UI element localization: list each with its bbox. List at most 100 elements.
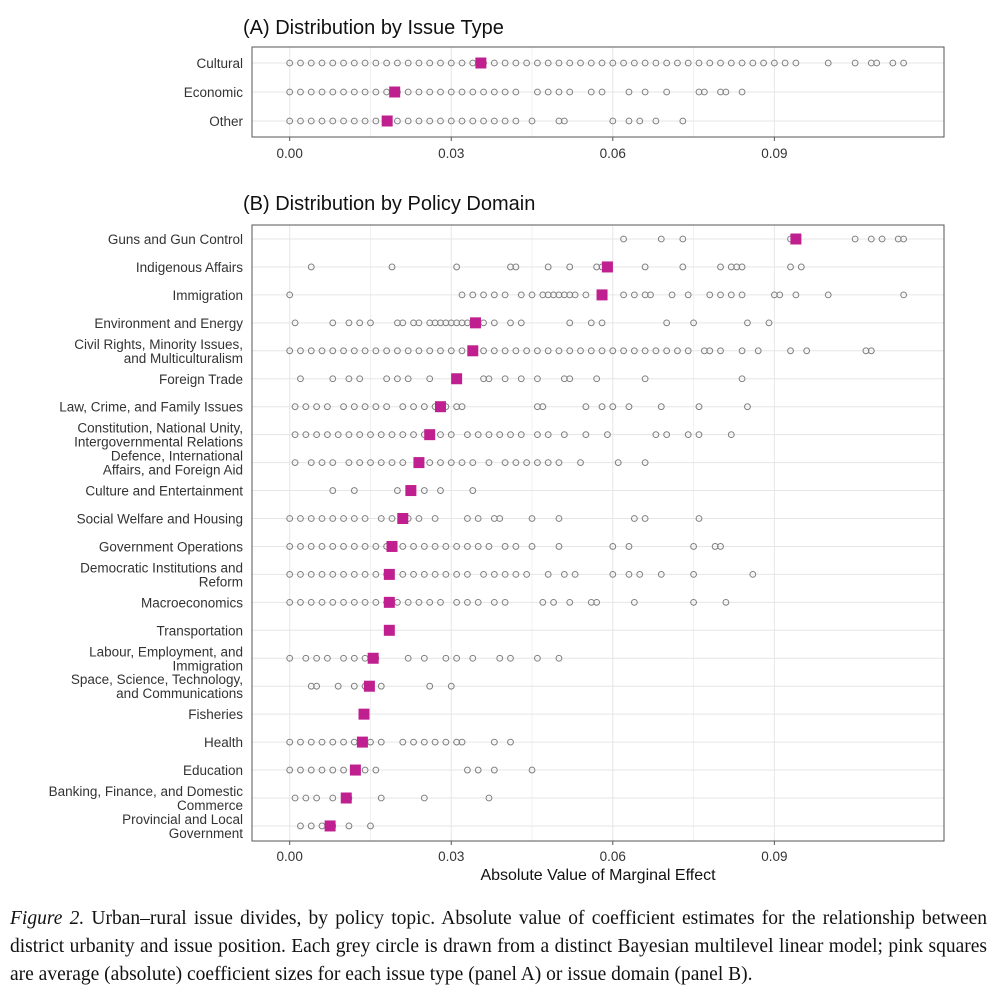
data-point (426, 459, 434, 467)
data-point (544, 431, 552, 439)
data-point (372, 543, 380, 550)
data-point (566, 375, 574, 383)
data-point (512, 571, 520, 578)
data-point (544, 347, 552, 355)
data-point (544, 459, 552, 467)
data-point (501, 88, 509, 96)
mean-marker (596, 289, 608, 301)
data-point (560, 571, 568, 578)
data-point (447, 682, 455, 690)
data-point (383, 59, 391, 67)
data-point (345, 319, 353, 327)
data-point (717, 291, 724, 299)
data-point (297, 88, 304, 96)
data-point (555, 543, 563, 550)
data-point (318, 598, 326, 606)
mean-marker (386, 540, 398, 552)
data-point (550, 598, 557, 606)
data-point (582, 291, 590, 299)
data-point (340, 598, 347, 606)
data-point (501, 291, 509, 299)
x-tick-label: 0.09 (761, 146, 787, 161)
data-point (404, 59, 412, 67)
data-point (286, 59, 294, 67)
panel-border (251, 224, 945, 842)
data-point (625, 543, 633, 550)
data-point (512, 117, 520, 125)
data-point (469, 487, 477, 494)
data-point (684, 347, 692, 355)
data-point (302, 794, 310, 802)
data-point (329, 347, 337, 355)
data-point (512, 263, 520, 271)
data-point (415, 515, 423, 522)
data-point (426, 88, 434, 96)
data-point (587, 347, 595, 355)
data-point (566, 263, 574, 271)
data-point (318, 515, 326, 522)
data-point (302, 431, 310, 439)
data-point (437, 459, 444, 467)
data-point (625, 403, 633, 411)
data-point (307, 263, 315, 271)
data-point (776, 291, 784, 299)
data-point (717, 59, 724, 67)
data-point (528, 766, 536, 774)
panel-border (251, 46, 945, 138)
data-point (604, 431, 611, 439)
data-point (377, 794, 385, 802)
data-point (485, 794, 493, 802)
data-point (609, 403, 617, 411)
data-point (566, 347, 574, 355)
data-point (512, 459, 520, 467)
data-point (297, 598, 304, 606)
data-point (426, 117, 434, 125)
data-point (706, 291, 714, 299)
data-point (781, 59, 789, 67)
data-point (350, 654, 358, 662)
data-point (458, 403, 466, 411)
data-point (350, 88, 358, 96)
data-point (517, 431, 525, 439)
category-label: Cultural (196, 56, 243, 71)
data-point (361, 59, 369, 67)
x-tick-label: 0.03 (438, 849, 464, 864)
data-point (453, 598, 461, 606)
data-point (404, 347, 412, 355)
data-point (291, 319, 299, 327)
mean-marker (367, 652, 379, 664)
data-point (458, 347, 466, 355)
data-point (749, 571, 757, 578)
data-point (372, 347, 380, 355)
data-point (426, 682, 434, 690)
data-point (598, 403, 606, 411)
data-point (307, 598, 315, 606)
data-point (297, 571, 304, 578)
mean-marker (424, 429, 436, 441)
data-point (367, 822, 374, 830)
data-point (286, 543, 294, 550)
data-point (717, 543, 724, 550)
data-point (286, 117, 294, 125)
panel-a: (A) Distribution by Issue Type Cultural Ec… (184, 17, 945, 161)
data-point (388, 263, 396, 271)
data-point (469, 291, 477, 299)
data-point (663, 319, 671, 327)
data-point (754, 347, 762, 355)
mean-marker (451, 373, 463, 385)
data-point (490, 88, 498, 96)
data-point (372, 88, 380, 96)
data-point (447, 117, 455, 125)
data-point (501, 598, 509, 606)
panel-b: (B) Distribution by Policy Domain Guns an… (49, 193, 945, 884)
data-point (738, 347, 746, 355)
mean-marker (475, 57, 487, 69)
category-label: Provincial and Local Government (122, 812, 243, 841)
mean-marker (383, 596, 395, 608)
data-point (507, 654, 514, 662)
data-point (490, 291, 498, 299)
data-point (679, 235, 687, 243)
data-point (329, 515, 337, 522)
data-point (453, 654, 461, 662)
data-point (577, 347, 584, 355)
